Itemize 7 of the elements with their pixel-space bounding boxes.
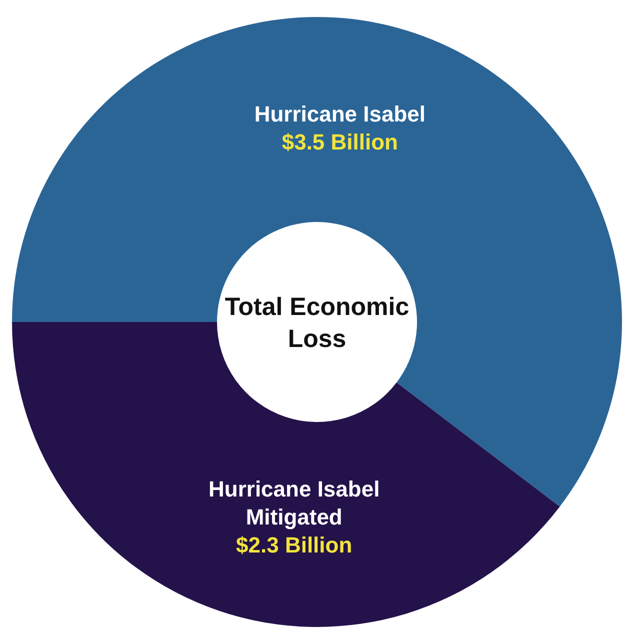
data-label: $2.3 Billion — [236, 532, 352, 558]
text: Total Economic Loss — [224, 293, 410, 353]
donut-slice — [12, 17, 622, 507]
data-label: $3.5 Billion — [282, 130, 398, 155]
slice-label: Hurricane Isabel Mitigated — [208, 476, 380, 530]
donut-slice — [12, 322, 560, 627]
slice-label: Hurricane Isabel — [254, 102, 426, 127]
